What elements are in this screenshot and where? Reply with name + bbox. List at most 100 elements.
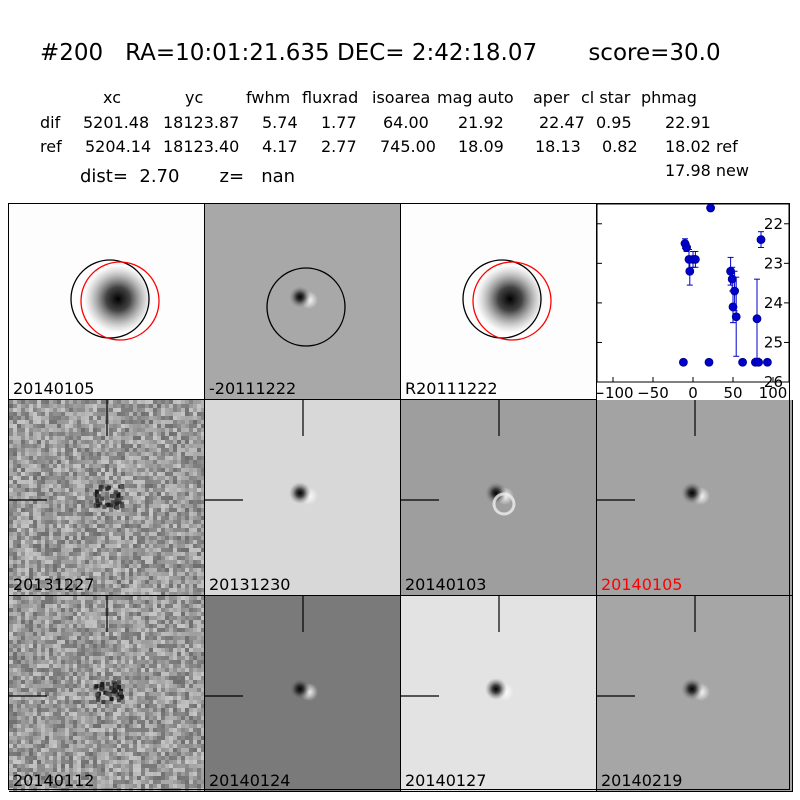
- table-cell: 5201.48: [83, 113, 150, 132]
- table-cell: 0.82: [602, 137, 638, 156]
- column-header: fluxrad: [302, 88, 359, 107]
- table-cell: 22.47: [539, 113, 585, 132]
- row-label: ref: [40, 137, 62, 156]
- row-label: dif: [40, 113, 61, 132]
- dist-line: dist= 2.70 z= nan: [80, 166, 295, 187]
- column-header: cl star: [581, 88, 631, 107]
- residual-negative: [289, 286, 311, 308]
- new-phmag-suffix: new: [715, 161, 749, 180]
- aperture-circle-ref: [80, 261, 160, 341]
- table-cell: 18.13: [535, 137, 581, 156]
- dist-value: dist= 2.70: [80, 166, 180, 187]
- cutout-panel: 20140105: [9, 204, 205, 400]
- cutout-image: [9, 596, 204, 791]
- residual-negative: [289, 678, 311, 700]
- cutout-panel: 20131227: [9, 400, 205, 596]
- ra-value: RA=10:01:21.635: [125, 40, 330, 66]
- plot-frame: [597, 204, 789, 383]
- table-cell: 22.91: [665, 113, 711, 132]
- table-cell: 21.92: [458, 113, 504, 132]
- table-cell: 5.74: [262, 113, 298, 132]
- cutout-image: [70, 259, 160, 341]
- panel-label: -20111222: [209, 379, 297, 398]
- column-header: mag auto: [437, 88, 514, 107]
- panel-label: 20140124: [209, 771, 291, 790]
- cutout-panel: -20111222: [205, 204, 401, 400]
- residual-negative: [681, 482, 703, 504]
- cutout-image: [266, 267, 346, 347]
- lightcurve-panel: 22 23 24 25 26 −100 −50 0 50 100: [597, 204, 789, 400]
- cutout-image: [401, 596, 514, 701]
- panel-label: 20140219: [601, 771, 683, 790]
- table-cell: 4.17: [262, 137, 298, 156]
- star-blob: [476, 265, 544, 333]
- data-point: [754, 357, 764, 367]
- table-cell: 18123.40: [163, 137, 240, 156]
- residual-negative: [681, 678, 703, 700]
- aperture-circle: [70, 259, 150, 339]
- panel-label: 20140112: [13, 771, 95, 790]
- cutout-panel: 20140103: [401, 400, 597, 596]
- data-point: [691, 254, 700, 264]
- aperture-circle: [266, 267, 346, 347]
- cutout-image: [205, 400, 318, 505]
- aperture-circle: [462, 259, 542, 339]
- panel-label: 20140127: [405, 771, 487, 790]
- dec-value: DEC= 2:42:18.07: [337, 40, 538, 66]
- y-tick-label: 24: [764, 294, 783, 312]
- data-point: [679, 357, 688, 367]
- cutout-panel: 20140124: [205, 596, 401, 792]
- z-value: z= nan: [219, 166, 296, 187]
- cutout-image: [597, 596, 710, 701]
- panel-label: 20140105: [601, 575, 683, 594]
- data-point: [731, 312, 741, 322]
- panel-label: 20140105: [13, 379, 95, 398]
- residual-negative: [485, 678, 507, 700]
- new-phmag: 17.98 new: [665, 161, 749, 180]
- cutout-image: [597, 400, 710, 505]
- table-cell: 2.77: [321, 137, 357, 156]
- x-tick-label: 100: [759, 384, 788, 400]
- data-point: [685, 266, 695, 276]
- column-header: aper: [533, 88, 570, 107]
- title-line: #200 RA=10:01:21.635 DEC= 2:42:18.07 sco…: [40, 40, 721, 66]
- y-tick-label: 23: [764, 254, 783, 272]
- column-header: xc: [103, 88, 121, 107]
- residual-negative: [485, 482, 507, 504]
- data-point: [762, 357, 772, 367]
- cutout-panel: 20140105: [597, 400, 793, 596]
- table-cell: 18.02: [665, 137, 711, 156]
- cutout-panel: 20140127: [401, 596, 597, 792]
- data-point: [730, 286, 740, 296]
- table-cell: 18123.87: [163, 113, 240, 132]
- table-cell: 5204.14: [85, 137, 152, 156]
- cutout-image: [205, 596, 318, 701]
- table-cell: 18.09: [458, 137, 504, 156]
- residual-negative: [289, 482, 311, 504]
- data-point: [704, 357, 714, 367]
- x-tick-label: 50: [723, 384, 742, 400]
- data-point: [756, 235, 766, 244]
- cutout-panel: R20111222: [401, 204, 597, 400]
- x-tick-label: −50: [637, 384, 669, 400]
- new-phmag-value: 17.98: [665, 161, 711, 180]
- data-point: [738, 357, 748, 367]
- table-cell: 745.00: [380, 137, 436, 156]
- cutout-image: [9, 400, 204, 595]
- y-tick-label: 25: [764, 333, 783, 351]
- cutout-image: [462, 259, 552, 341]
- panel-label: 20131227: [13, 575, 95, 594]
- x-tick-label: 0: [688, 384, 698, 400]
- panel-label: R20111222: [405, 379, 498, 398]
- column-header: yc: [185, 88, 204, 107]
- data-point: [706, 204, 715, 213]
- score-value: score=30.0: [588, 40, 721, 66]
- table-cell: 0.95: [596, 113, 632, 132]
- column-header: isoarea: [372, 88, 431, 107]
- panel-label: 20131230: [209, 575, 291, 594]
- aperture-circle-ref: [472, 261, 552, 341]
- table-cell: 1.77: [321, 113, 357, 132]
- star-blob: [84, 265, 152, 333]
- panel-label: 20140103: [405, 575, 487, 594]
